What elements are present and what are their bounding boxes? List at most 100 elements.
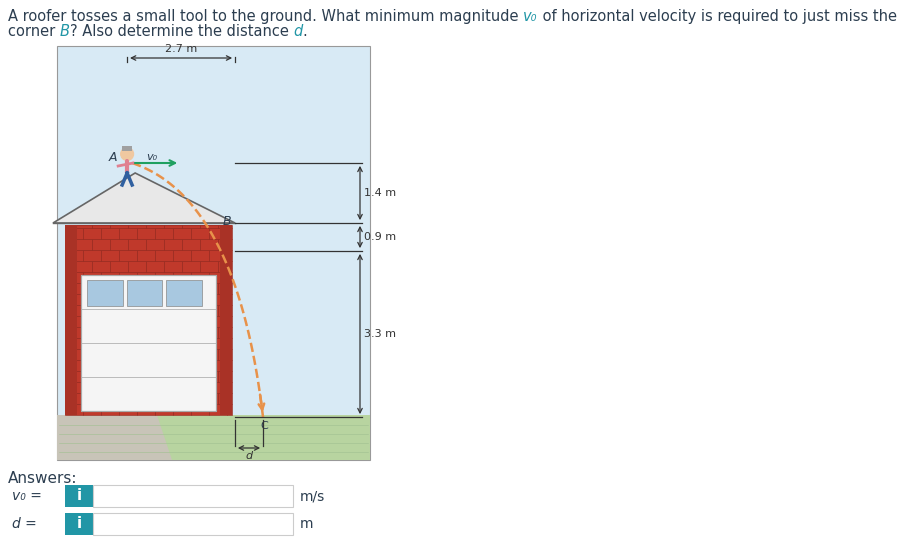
Text: .: . (303, 24, 307, 39)
Bar (93, 284, 110, 294)
Text: 2.7 m: 2.7 m (165, 44, 197, 54)
Bar (218, 371, 232, 381)
Bar (120, 360, 137, 371)
Bar (111, 327, 128, 337)
Bar (66, 240, 74, 250)
Bar (93, 371, 110, 381)
Bar (173, 360, 191, 371)
Text: 3.3 m: 3.3 m (364, 329, 396, 339)
Bar (84, 250, 101, 261)
Text: A: A (109, 151, 118, 164)
Bar (227, 316, 232, 326)
Bar (155, 316, 173, 326)
Bar (164, 225, 182, 227)
Bar (66, 229, 83, 239)
Bar (75, 349, 92, 360)
Bar (102, 383, 119, 393)
Bar (164, 394, 182, 404)
Bar (173, 294, 191, 305)
Bar (227, 272, 232, 282)
Bar (218, 284, 232, 294)
Bar (93, 394, 110, 404)
Bar (227, 404, 232, 415)
Bar (146, 371, 164, 381)
Bar (191, 272, 209, 282)
Text: A roofer tosses a small tool to the ground. What minimum magnitude: A roofer tosses a small tool to the grou… (8, 9, 523, 24)
Bar (146, 327, 164, 337)
Bar (209, 316, 226, 326)
Bar (81, 275, 216, 411)
Bar (120, 404, 137, 415)
Bar (102, 294, 119, 305)
Text: corner: corner (8, 24, 59, 39)
Bar (209, 294, 226, 305)
Bar (182, 371, 200, 381)
Bar (200, 240, 218, 250)
Text: 1.4 m: 1.4 m (364, 188, 396, 198)
Bar (191, 383, 209, 393)
Bar (57, 415, 370, 460)
Bar (218, 261, 232, 271)
Bar (65, 513, 93, 535)
Bar (66, 294, 83, 305)
Bar (200, 394, 218, 404)
Text: C: C (260, 421, 268, 431)
Bar (120, 339, 137, 349)
Bar (164, 261, 182, 271)
Bar (167, 280, 202, 306)
Bar (66, 261, 74, 271)
Bar (75, 284, 92, 294)
Bar (220, 225, 232, 415)
Bar (146, 240, 164, 250)
Bar (111, 284, 128, 294)
Polygon shape (53, 173, 235, 223)
Bar (155, 272, 173, 282)
Bar (102, 229, 119, 239)
Bar (129, 349, 146, 360)
Bar (137, 339, 155, 349)
Bar (146, 284, 164, 294)
Bar (200, 261, 218, 271)
Bar (111, 305, 128, 316)
Bar (218, 349, 232, 360)
Bar (155, 404, 173, 415)
Text: v₀ =: v₀ = (12, 489, 41, 503)
Bar (191, 404, 209, 415)
Bar (102, 272, 119, 282)
Bar (155, 339, 173, 349)
Bar (209, 339, 226, 349)
Bar (129, 240, 146, 250)
Bar (93, 240, 110, 250)
Bar (191, 229, 209, 239)
Bar (84, 339, 101, 349)
Bar (93, 327, 110, 337)
Bar (66, 371, 74, 381)
Bar (182, 394, 200, 404)
Bar (65, 225, 77, 415)
Bar (200, 371, 218, 381)
Bar (111, 349, 128, 360)
Bar (75, 225, 92, 227)
Bar (93, 485, 293, 507)
Bar (127, 280, 162, 306)
Bar (65, 225, 232, 415)
Bar (209, 404, 226, 415)
Bar (66, 284, 74, 294)
Bar (155, 229, 173, 239)
Bar (227, 360, 232, 371)
Bar (200, 305, 218, 316)
Bar (227, 294, 232, 305)
Text: i: i (77, 489, 82, 504)
Bar (200, 284, 218, 294)
Bar (102, 250, 119, 261)
Bar (75, 305, 92, 316)
Bar (129, 371, 146, 381)
Bar (84, 294, 101, 305)
Bar (120, 316, 137, 326)
Bar (227, 383, 232, 393)
Bar (57, 46, 370, 460)
Bar (93, 225, 110, 227)
Bar (164, 240, 182, 250)
Bar (209, 383, 226, 393)
Bar (129, 327, 146, 337)
